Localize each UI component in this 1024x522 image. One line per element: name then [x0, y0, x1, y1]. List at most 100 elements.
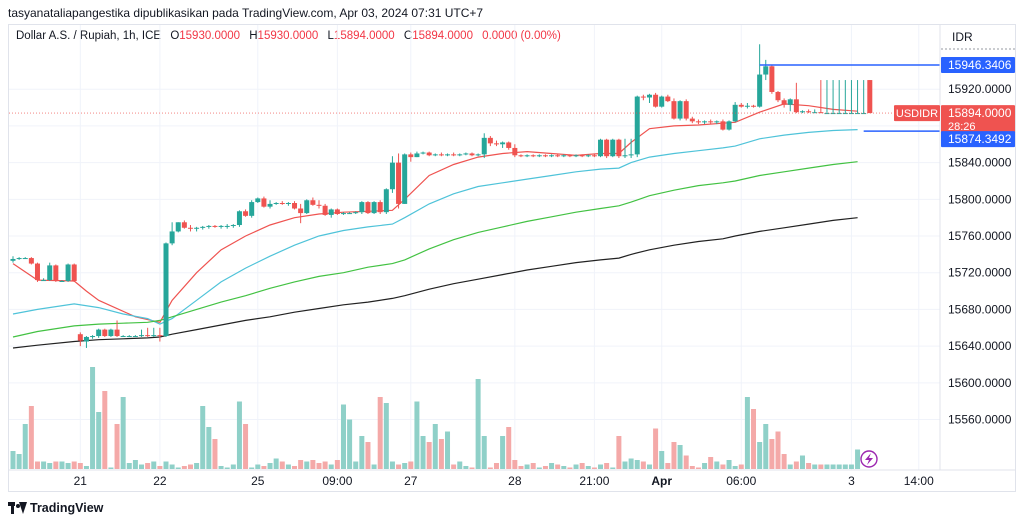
candle-body [848, 113, 854, 115]
volume-bar [371, 464, 377, 469]
volume-bar [10, 451, 16, 469]
candle-body [622, 155, 628, 157]
volume-bar [340, 404, 346, 469]
candle-body [812, 112, 818, 114]
candle-body [261, 198, 267, 207]
volume-bar [610, 467, 616, 469]
candle-body [267, 203, 273, 207]
candle-body [781, 100, 787, 105]
grid-lines [9, 25, 940, 470]
price-tick-label: 15720.0000 [948, 266, 1012, 280]
candle-body [340, 213, 346, 215]
candle-body [90, 336, 96, 338]
candle-body [640, 96, 646, 98]
candle-body [598, 139, 604, 157]
price-tick-label: 15920.0000 [948, 82, 1012, 96]
volume-bar [781, 454, 787, 469]
volume-bar [842, 464, 848, 469]
price-tick-label: 15600.0000 [948, 376, 1012, 390]
tradingview-footer[interactable]: TradingView [8, 500, 103, 516]
volume-bar [567, 467, 573, 469]
volume-bar [347, 419, 353, 469]
candle-body [738, 104, 744, 107]
volume-bar [187, 464, 193, 469]
currency-label[interactable]: IDR [952, 30, 973, 44]
candle-body [383, 189, 389, 213]
volume-bar [353, 461, 359, 469]
candle-body [59, 280, 65, 282]
candle-body [334, 209, 340, 215]
volume-bar [83, 466, 89, 469]
close-label: C [403, 30, 413, 42]
volume-bar [181, 466, 187, 469]
volume-bar [493, 463, 499, 469]
change-value: 0.0000 (0.00%) [482, 30, 561, 42]
candle-body [139, 335, 145, 337]
price-overlays [9, 64, 940, 132]
candle-body [659, 96, 665, 107]
volume-bar [77, 463, 83, 469]
volume-bar [71, 461, 77, 469]
symbol-label[interactable]: Dollar A.S. / Rupiah, 1h, ICE [16, 30, 162, 42]
volume-bar [304, 461, 310, 469]
volume-bar [487, 467, 493, 469]
candle-body [151, 335, 157, 337]
candle-body [83, 336, 89, 342]
price-labels: 15946.3406 USDIDR 15894.000028:2615874.349… [894, 57, 1015, 148]
candle-body [47, 265, 53, 281]
candle-body [243, 211, 249, 216]
candle-body [212, 225, 218, 227]
volume-bar [273, 458, 279, 469]
volume-bar [389, 461, 395, 469]
candle-body [653, 94, 659, 107]
volume-bar [151, 461, 157, 469]
volume-bar [145, 463, 151, 469]
candle-body [451, 154, 457, 156]
price-tick-label: 15560.0000 [948, 413, 1012, 427]
price-tick-label: 15680.0000 [948, 302, 1012, 316]
lightning-icon[interactable] [860, 450, 878, 468]
candle-body [806, 111, 812, 113]
volume-bar [536, 467, 542, 469]
time-axis[interactable]: 21 22 25 09:00 27 28 21:00 Apr 06:00 3 14:00 [74, 474, 934, 488]
volume-bar [616, 436, 622, 469]
volume-bar [383, 403, 389, 469]
time-tick-label: 21 [74, 474, 88, 488]
candle-body [757, 74, 763, 107]
candle-body [408, 154, 414, 158]
volume-bar [604, 463, 610, 469]
candle-body [763, 66, 769, 75]
volume-bar [598, 464, 604, 469]
volume-bar [591, 467, 597, 469]
volume-bar [279, 461, 285, 469]
candle-body [389, 162, 395, 190]
candle-body [359, 202, 365, 213]
volume-bar [132, 460, 138, 469]
volume-bar [426, 442, 432, 469]
volume-bar [445, 431, 451, 469]
candle-body [646, 94, 652, 98]
candle-body [530, 155, 536, 157]
volume-bar [469, 467, 475, 469]
price-tick-label: 15640.0000 [948, 339, 1012, 353]
candle-body [720, 121, 726, 130]
symbol-tag-bg [894, 105, 940, 122]
candle-body [769, 66, 775, 92]
ema-line-cyan [12, 129, 858, 325]
volume-bar [769, 439, 775, 469]
candle-body [236, 211, 242, 226]
volume-bar [640, 461, 646, 469]
volume-bar [236, 401, 242, 469]
candle-body [187, 227, 193, 229]
candle-body [285, 203, 291, 204]
candle-body [194, 227, 200, 229]
candle-body [41, 280, 47, 282]
volume-bar [549, 463, 555, 469]
volume-bar [212, 439, 218, 469]
candle-body [230, 225, 236, 227]
volume-bar [848, 464, 854, 469]
volume-bar [475, 379, 481, 469]
candle-body [524, 155, 530, 157]
volume-bar [457, 461, 463, 469]
